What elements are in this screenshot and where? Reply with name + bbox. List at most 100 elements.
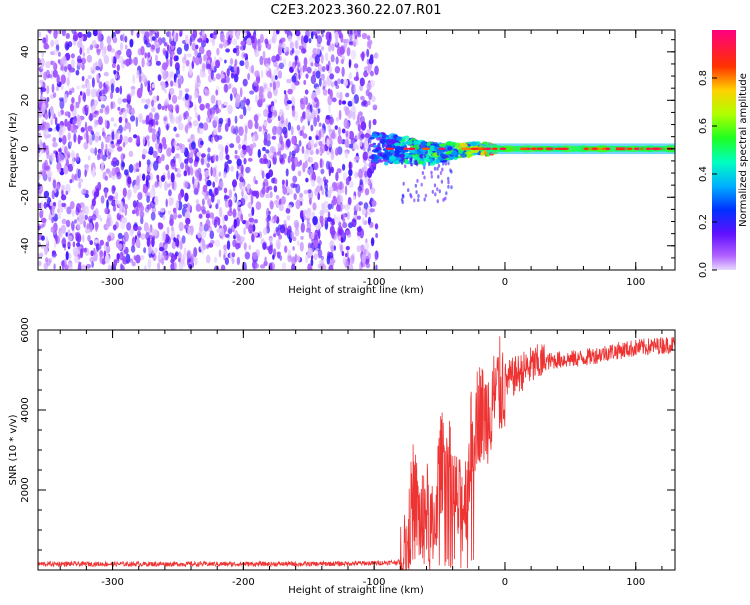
noise-speckle: [244, 186, 248, 192]
noise-speckle: [138, 160, 142, 168]
noise-speckle: [185, 217, 191, 225]
noise-speckle: [354, 171, 357, 179]
noise-speckle: [360, 262, 366, 268]
signal-hot-spot: [407, 147, 416, 151]
noise-speckle: [266, 133, 271, 141]
noise-speckle: [84, 214, 88, 221]
noise-speckle: [143, 222, 149, 232]
noise-speckle: [269, 82, 273, 88]
noise-speckle: [53, 263, 56, 270]
signal-speckle: [402, 149, 409, 153]
noise-speckle: [39, 139, 43, 150]
signal-speckle: [455, 142, 462, 148]
noise-speckle: [77, 134, 81, 145]
noise-speckle: [244, 251, 251, 260]
noise-speckle: [130, 115, 136, 122]
spectrogram-noise-region: [38, 30, 379, 270]
noise-speckle: [218, 171, 222, 177]
noise-speckle: [311, 232, 315, 240]
noise-speckle: [78, 261, 82, 266]
noise-speckle: [104, 108, 110, 115]
noise-speckle: [114, 50, 120, 60]
signal-tail-speckle: [423, 197, 426, 202]
noise-speckle: [146, 237, 151, 248]
noise-speckle: [169, 57, 173, 67]
signal-tail-speckle: [421, 171, 425, 175]
noise-speckle: [316, 175, 322, 184]
noise-speckle: [265, 149, 270, 154]
noise-speckle: [43, 71, 47, 81]
noise-speckle: [145, 135, 150, 141]
noise-speckle: [247, 73, 251, 81]
noise-speckle: [201, 209, 207, 215]
noise-speckle: [67, 41, 73, 48]
noise-speckle: [260, 158, 266, 165]
noise-speckle: [291, 82, 296, 92]
noise-speckle: [287, 257, 291, 262]
noise-speckle: [340, 214, 344, 220]
noise-speckle: [295, 199, 301, 210]
signal-tail-speckle: [447, 176, 450, 181]
noise-speckle: [321, 66, 326, 72]
noise-speckle: [229, 34, 234, 39]
noise-speckle: [127, 136, 133, 143]
noise-speckle: [257, 148, 261, 158]
noise-speckle: [65, 219, 71, 228]
noise-speckle: [113, 123, 117, 127]
noise-speckle: [310, 258, 314, 267]
noise-speckle: [336, 117, 339, 122]
spectrogram-y-axis-label: Frequency (Hz): [8, 112, 19, 188]
noise-speckle: [178, 155, 182, 164]
noise-speckle: [328, 264, 334, 270]
noise-speckle: [274, 178, 278, 185]
signal-speckle: [377, 142, 381, 148]
noise-speckle: [155, 60, 161, 66]
noise-speckle: [60, 194, 67, 201]
noise-speckle: [243, 96, 247, 104]
noise-speckle: [290, 125, 294, 136]
noise-speckle: [52, 201, 57, 207]
noise-speckle: [140, 30, 146, 34]
noise-speckle: [349, 34, 353, 43]
signal-speckle: [421, 140, 426, 146]
noise-speckle: [223, 171, 227, 179]
noise-speckle: [347, 47, 351, 57]
noise-speckle: [109, 217, 113, 227]
noise-speckle: [366, 206, 373, 216]
noise-speckle: [79, 63, 84, 68]
noise-speckle: [86, 223, 90, 231]
noise-speckle: [254, 49, 260, 58]
signal-speckle: [388, 155, 396, 161]
noise-speckle: [261, 187, 266, 195]
noise-speckle: [332, 259, 336, 264]
noise-speckle: [147, 150, 153, 155]
noise-speckle: [147, 139, 150, 148]
noise-speckle: [285, 179, 289, 188]
y-tick-label: 40: [20, 45, 31, 58]
noise-speckle: [183, 42, 189, 52]
noise-speckle: [97, 30, 102, 35]
noise-speckle: [338, 109, 342, 121]
noise-speckle: [107, 264, 112, 270]
noise-speckle: [184, 192, 189, 202]
noise-speckle: [306, 66, 312, 74]
noise-speckle: [189, 37, 192, 47]
noise-speckle: [115, 30, 121, 35]
noise-speckle: [134, 222, 138, 228]
noise-speckle: [238, 126, 244, 136]
noise-speckle: [299, 130, 303, 137]
signal-band-bump: [639, 145, 651, 152]
noise-speckle: [44, 245, 48, 256]
noise-speckle: [188, 157, 194, 164]
noise-speckle: [125, 253, 131, 264]
noise-speckle: [83, 132, 89, 140]
noise-speckle: [330, 54, 335, 63]
noise-speckle: [370, 70, 374, 77]
noise-speckle: [141, 98, 146, 104]
noise-speckle: [305, 109, 311, 120]
noise-speckle: [351, 218, 357, 228]
noise-speckle: [110, 83, 115, 94]
noise-speckle: [118, 116, 123, 124]
noise-speckle: [69, 179, 73, 184]
noise-speckle: [310, 139, 314, 148]
